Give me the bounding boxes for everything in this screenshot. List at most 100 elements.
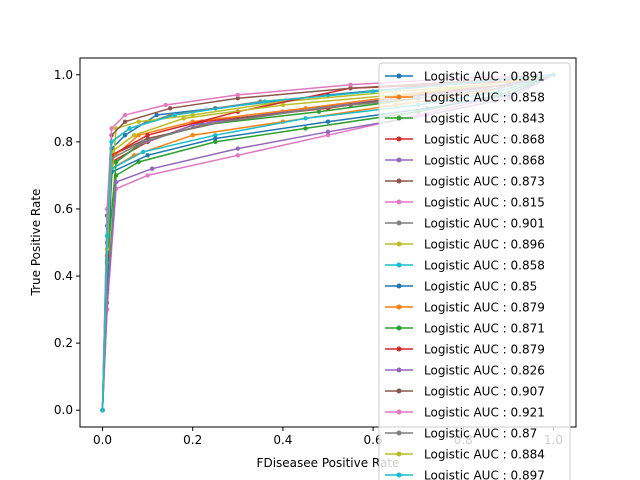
y-axis: 0.0 0.2 0.4 0.6 0.8 1.0 bbox=[54, 68, 80, 417]
legend-entry: Logistic AUC : 0.879 bbox=[385, 343, 545, 357]
y-tick-label: 0.2 bbox=[54, 336, 73, 350]
data-point bbox=[235, 146, 241, 151]
legend-label: Logistic AUC : 0.826 bbox=[424, 364, 545, 378]
data-point bbox=[109, 139, 114, 145]
legend-entry: Logistic AUC : 0.884 bbox=[385, 448, 545, 462]
data-point bbox=[145, 132, 150, 138]
legend-marker bbox=[396, 346, 402, 352]
y-tick-label: 0.4 bbox=[54, 269, 73, 283]
legend-marker bbox=[396, 409, 402, 415]
legend-marker bbox=[396, 157, 402, 163]
data-point bbox=[199, 122, 204, 128]
data-point bbox=[181, 116, 186, 121]
legend-label: Logistic AUC : 0.907 bbox=[424, 385, 545, 399]
y-axis-label: True Positive Rate bbox=[29, 189, 43, 297]
legend-label: Logistic AUC : 0.843 bbox=[424, 112, 545, 126]
data-point bbox=[100, 408, 105, 413]
data-point bbox=[262, 99, 268, 104]
legend-label: Logistic AUC : 0.884 bbox=[424, 448, 545, 462]
legend-entry: Logistic AUC : 0.815 bbox=[385, 196, 545, 210]
legend-label: Logistic AUC : 0.921 bbox=[424, 406, 545, 420]
legend-marker bbox=[396, 430, 402, 436]
y-tick-label: 0.0 bbox=[54, 403, 73, 417]
legend-entry: Logistic AUC : 0.868 bbox=[385, 154, 545, 168]
legend-entry: Logistic AUC : 0.921 bbox=[385, 406, 545, 420]
y-tick-label: 1.0 bbox=[54, 68, 73, 82]
legend-label: Logistic AUC : 0.87 bbox=[424, 427, 537, 441]
data-point bbox=[136, 119, 141, 124]
data-point bbox=[140, 139, 146, 145]
legend-entry: Logistic AUC : 0.879 bbox=[385, 301, 545, 315]
legend-label: Logistic AUC : 0.858 bbox=[424, 91, 545, 105]
legend-marker bbox=[396, 451, 402, 457]
plot-frame bbox=[79, 57, 577, 428]
legend-marker bbox=[396, 73, 402, 79]
data-point bbox=[348, 85, 353, 91]
data-point bbox=[136, 159, 141, 165]
legend-entry: Logistic AUC : 0.896 bbox=[385, 238, 545, 252]
data-point bbox=[280, 102, 286, 108]
data-point bbox=[122, 119, 128, 124]
legend-label: Logistic AUC : 0.891 bbox=[424, 70, 545, 84]
data-point bbox=[303, 126, 308, 131]
data-point bbox=[149, 166, 155, 171]
data-point bbox=[131, 132, 137, 138]
data-point bbox=[113, 159, 119, 165]
data-point bbox=[122, 112, 128, 118]
legend-label: Logistic AUC : 0.896 bbox=[424, 238, 545, 252]
data-point bbox=[325, 129, 331, 134]
data-point bbox=[113, 179, 119, 185]
legend-label: Logistic AUC : 0.85 bbox=[424, 280, 537, 294]
data-point bbox=[235, 92, 241, 98]
data-point bbox=[145, 173, 150, 178]
legend-label: Logistic AUC : 0.879 bbox=[424, 343, 545, 357]
legend-entry: Logistic AUC : 0.871 bbox=[385, 322, 545, 336]
legend-entry: Logistic AUC : 0.858 bbox=[385, 259, 545, 273]
legend-box bbox=[378, 62, 571, 480]
legend-entry: Logistic AUC : 0.873 bbox=[385, 175, 545, 189]
y-tick-label: 0.6 bbox=[54, 202, 73, 216]
legend-entry: Logistic AUC : 0.901 bbox=[385, 217, 545, 231]
legend-marker bbox=[396, 178, 402, 184]
legend-entry: Logistic AUC : 0.907 bbox=[385, 385, 545, 399]
data-point bbox=[316, 109, 322, 114]
data-point bbox=[190, 112, 195, 118]
x-axis-label: FDiseasee Positive Rate bbox=[257, 456, 400, 470]
legend-marker bbox=[396, 388, 402, 394]
legend-marker bbox=[396, 262, 402, 268]
x-tick-label: 0.2 bbox=[183, 433, 202, 447]
legend-entry: Logistic AUC : 0.891 bbox=[385, 70, 545, 84]
legend-label: Logistic AUC : 0.868 bbox=[424, 154, 545, 168]
legend-marker bbox=[396, 241, 402, 247]
data-point bbox=[325, 132, 331, 138]
legend-marker bbox=[396, 367, 402, 373]
legend-entry: Logistic AUC : 0.868 bbox=[385, 133, 545, 147]
legend-label: Logistic AUC : 0.873 bbox=[424, 175, 545, 189]
legend-marker bbox=[396, 136, 402, 142]
legend-label: Logistic AUC : 0.858 bbox=[424, 259, 545, 273]
data-point bbox=[235, 153, 241, 158]
legend-marker bbox=[396, 472, 402, 478]
data-point bbox=[109, 126, 114, 131]
data-point bbox=[303, 116, 308, 121]
data-point bbox=[145, 153, 150, 158]
data-point bbox=[348, 82, 353, 88]
data-point bbox=[213, 136, 218, 141]
legend-marker bbox=[396, 304, 402, 310]
x-tick-label: 0.6 bbox=[364, 433, 383, 447]
legend-marker bbox=[396, 199, 402, 205]
legend-marker bbox=[396, 325, 402, 331]
legend-entry: Logistic AUC : 0.85 bbox=[385, 280, 537, 294]
legend-marker bbox=[396, 220, 402, 226]
data-point bbox=[172, 112, 177, 118]
legend-label: Logistic AUC : 0.901 bbox=[424, 217, 545, 231]
legend-label: Logistic AUC : 0.871 bbox=[424, 322, 545, 336]
data-point bbox=[370, 89, 376, 94]
data-point bbox=[235, 96, 241, 101]
legend-entry: Logistic AUC : 0.858 bbox=[385, 91, 545, 105]
legend-entry: Logistic AUC : 0.843 bbox=[385, 112, 545, 126]
legend-entry: Logistic AUC : 0.897 bbox=[385, 469, 545, 480]
data-point bbox=[213, 139, 218, 145]
data-point bbox=[316, 106, 322, 111]
